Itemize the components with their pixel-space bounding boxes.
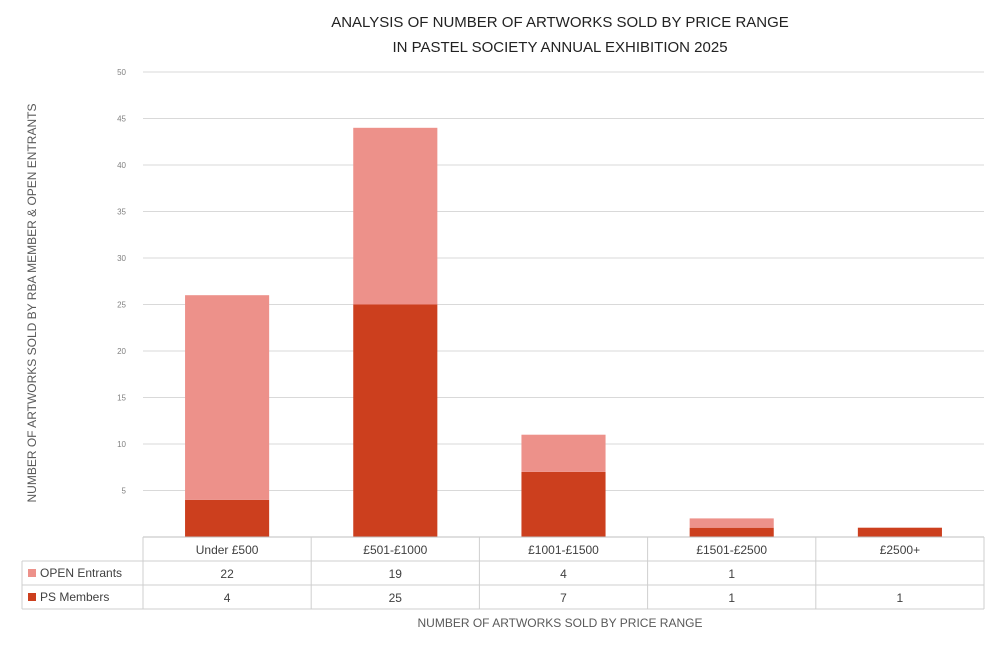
- x-tick-label: £2500+: [880, 543, 920, 557]
- bar-open-entrants: [353, 127, 438, 305]
- legend-label-ps-members: PS Members: [40, 590, 109, 604]
- y-tick-label: 5: [122, 487, 127, 496]
- x-tick-label: £1501-£2500: [696, 543, 767, 557]
- x-tick-label: £1001-£1500: [528, 543, 599, 557]
- y-tick-label: 15: [117, 394, 126, 403]
- data-label: 1: [728, 591, 735, 605]
- bar-open-entrants: [689, 518, 774, 528]
- x-tick-label: Under £500: [196, 543, 259, 557]
- data-label: 1: [728, 567, 735, 581]
- data-label: 25: [389, 591, 403, 605]
- y-tick-label: 50: [117, 68, 126, 77]
- legend-key-open-entrants: [28, 569, 36, 577]
- bar-ps-members: [185, 499, 270, 537]
- bar-ps-members: [353, 304, 438, 537]
- data-label: 4: [560, 567, 567, 581]
- chart-title-line-1: ANALYSIS OF NUMBER OF ARTWORKS SOLD BY P…: [331, 14, 789, 31]
- y-axis-label: NUMBER OF ARTWORKS SOLD BY RBA MEMBER & …: [25, 104, 39, 503]
- chart-title-line-2: IN PASTEL SOCIETY ANNUAL EXHIBITION 2025: [392, 39, 727, 56]
- y-tick-label: 25: [117, 301, 126, 310]
- y-tick-label: 45: [117, 115, 126, 124]
- x-tick-label: £501-£1000: [363, 543, 427, 557]
- x-axis-label: NUMBER OF ARTWORKS SOLD BY PRICE RANGE: [418, 616, 703, 630]
- legend-key-ps-members: [28, 593, 36, 601]
- gridlines: [143, 71, 984, 538]
- bar-open-entrants: [185, 295, 270, 500]
- y-tick-label: 10: [117, 440, 126, 449]
- bar-ps-members: [521, 471, 606, 537]
- data-label: 7: [560, 591, 567, 605]
- bar-open-entrants: [521, 434, 606, 472]
- data-label: 1: [897, 591, 904, 605]
- bars: [185, 127, 942, 537]
- data-label: 19: [389, 567, 403, 581]
- data-label: 4: [224, 591, 231, 605]
- data-table: Under £500 £501-£1000 £1001-£1500 £1501-£25…: [21, 536, 985, 610]
- y-tick-label: 20: [117, 347, 126, 356]
- data-label: 22: [220, 567, 234, 581]
- y-tick-label: 35: [117, 208, 126, 217]
- bar-ps-members: [689, 527, 774, 537]
- legend-label-open-entrants: OPEN Entrants: [40, 566, 122, 580]
- y-tick-label: 40: [117, 161, 126, 170]
- y-axis-ticks: 5 10 15 20 25 30 35 40 45 50: [117, 68, 126, 496]
- y-tick-label: 30: [117, 254, 126, 263]
- bar-ps-members: [857, 527, 942, 537]
